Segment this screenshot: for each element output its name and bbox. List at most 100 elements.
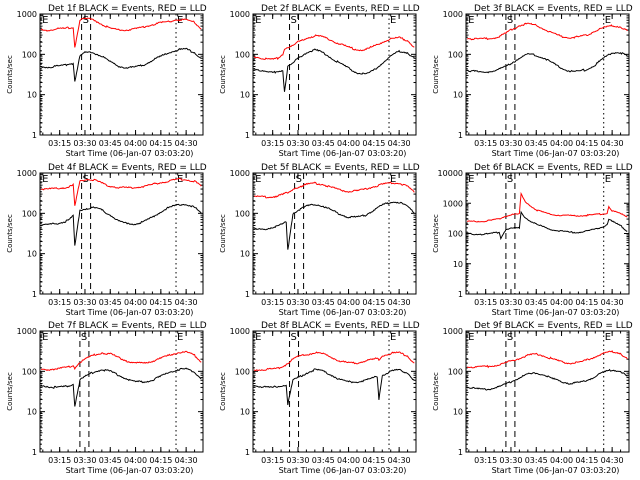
xtick-label: 04:15 xyxy=(362,139,385,148)
marker-label: E xyxy=(605,174,611,185)
x-axis-label: Start Time (06-Jan-07 03:03:20) xyxy=(279,466,407,475)
xtick-label: 04:00 xyxy=(337,139,360,148)
marker-label: E xyxy=(255,174,261,185)
xtick-label: 04:30 xyxy=(388,298,411,307)
ytick-label: 1000 xyxy=(17,10,37,19)
xtick-label: 03:30 xyxy=(499,298,522,307)
marker-label: E xyxy=(605,15,611,26)
axes-frame xyxy=(39,13,204,136)
series-events-line xyxy=(40,367,202,407)
marker-label: S xyxy=(83,15,89,26)
panel-title: Det 4f BLACK = Events, RED = LLD xyxy=(48,163,207,173)
series-lld-line xyxy=(467,191,628,223)
marker-label: S xyxy=(296,174,302,185)
ytick-label: 100 xyxy=(22,50,37,59)
panel-5: Det 5f BLACK = Events, RED = LLD 1 10 100 10… xyxy=(219,163,420,317)
marker-label: S xyxy=(507,15,513,26)
ytick-label: 100 xyxy=(22,367,37,376)
ytick-label: 1000 xyxy=(17,169,37,178)
axes-frame xyxy=(465,330,630,453)
y-axis-label: Counts/sec xyxy=(432,55,440,94)
ytick-label: 1 xyxy=(458,290,463,299)
xtick-label: 03:30 xyxy=(73,456,96,465)
series-lld-line xyxy=(253,351,415,372)
panel-2: Det 2f BLACK = Events, RED = LLD 1 10 100 10… xyxy=(219,4,420,158)
axes-frame xyxy=(465,13,630,136)
xtick-label: 03:15 xyxy=(261,139,284,148)
ytick-label: 1000 xyxy=(443,10,463,19)
panel-title: Det 6f BLACK = Events, RED = LLD xyxy=(474,163,633,173)
ytick-label: 1 xyxy=(32,448,37,457)
series-lld-line xyxy=(40,177,202,206)
y-axis-label: Counts/sec xyxy=(6,55,14,94)
xtick-label: 04:30 xyxy=(388,456,411,465)
panel-title: Det 7f BLACK = Events, RED = LLD xyxy=(48,321,207,331)
ytick-label: 10 xyxy=(240,250,250,259)
xtick-label: 04:30 xyxy=(601,456,624,465)
xtick-label: 04:15 xyxy=(575,298,598,307)
x-axis-label: Start Time (06-Jan-07 03:03:20) xyxy=(492,149,620,158)
marker-label: E xyxy=(255,332,261,343)
xtick-label: 04:15 xyxy=(149,298,172,307)
ytick-label: 1000 xyxy=(230,10,250,19)
xtick-label: 04:15 xyxy=(362,298,385,307)
xtick-label: 04:30 xyxy=(601,139,624,148)
ytick-label: 10 xyxy=(453,408,463,417)
ytick-label: 10 xyxy=(240,408,250,417)
marker-label: S xyxy=(83,174,89,185)
xtick-label: 04:30 xyxy=(601,298,624,307)
series-events-line xyxy=(253,201,415,250)
y-axis-label: Counts/sec xyxy=(219,372,227,411)
marker-label: E xyxy=(42,15,48,26)
xtick-label: 03:15 xyxy=(474,139,497,148)
xtick-label: 04:15 xyxy=(149,139,172,148)
xtick-label: 03:45 xyxy=(525,456,548,465)
xtick-label: 03:15 xyxy=(48,139,71,148)
xtick-label: 03:45 xyxy=(312,298,335,307)
xtick-label: 03:30 xyxy=(286,456,309,465)
panel-title: Det 5f BLACK = Events, RED = LLD xyxy=(261,163,420,173)
xtick-label: 03:30 xyxy=(499,139,522,148)
x-axis-label: Start Time (06-Jan-07 03:03:20) xyxy=(492,466,620,475)
marker-label: E xyxy=(177,332,183,343)
panel-3: Det 3f BLACK = Events, RED = LLD 1 10 100 10… xyxy=(432,4,633,158)
marker-label: E xyxy=(42,332,48,343)
axes-frame xyxy=(39,330,204,453)
y-axis-label: Counts/sec xyxy=(6,214,14,253)
ytick-label: 100 xyxy=(235,367,250,376)
ytick-label: 10000 xyxy=(438,169,463,178)
xtick-label: 04:30 xyxy=(388,139,411,148)
axes-frame xyxy=(252,13,417,136)
ytick-label: 1 xyxy=(458,131,463,140)
ytick-label: 10 xyxy=(453,260,463,269)
y-axis-label: Counts/sec xyxy=(219,214,227,253)
marker-label: E xyxy=(390,332,396,343)
xtick-label: 03:15 xyxy=(48,456,71,465)
xtick-label: 03:45 xyxy=(99,456,122,465)
marker-label: E xyxy=(468,15,474,26)
panel-title: Det 1f BLACK = Events, RED = LLD xyxy=(48,4,207,14)
xtick-label: 03:45 xyxy=(99,139,122,148)
ytick-label: 1000 xyxy=(17,327,37,336)
xtick-label: 04:30 xyxy=(175,298,198,307)
ytick-label: 10 xyxy=(27,408,37,417)
xtick-label: 03:45 xyxy=(312,139,335,148)
panel-9: Det 9f BLACK = Events, RED = LLD 1 10 100 10… xyxy=(432,321,633,475)
series-events-line xyxy=(40,203,202,246)
xtick-label: 03:30 xyxy=(286,298,309,307)
series-lld-line xyxy=(253,181,415,199)
y-axis-label: Counts/sec xyxy=(432,372,440,411)
series-lld-line xyxy=(40,17,202,48)
ytick-label: 1000 xyxy=(443,199,463,208)
panel-1: Det 1f BLACK = Events, RED = LLD 1 10 100 10… xyxy=(6,4,207,158)
xtick-label: 03:15 xyxy=(261,456,284,465)
xtick-label: 04:30 xyxy=(175,139,198,148)
ytick-label: 100 xyxy=(235,209,250,218)
marker-label: S xyxy=(291,15,297,26)
marker-label: E xyxy=(255,15,261,26)
panel-title: Det 3f BLACK = Events, RED = LLD xyxy=(474,4,633,14)
series-events-line xyxy=(40,47,202,82)
ytick-label: 1 xyxy=(245,448,250,457)
panel-title: Det 9f BLACK = Events, RED = LLD xyxy=(474,321,633,331)
